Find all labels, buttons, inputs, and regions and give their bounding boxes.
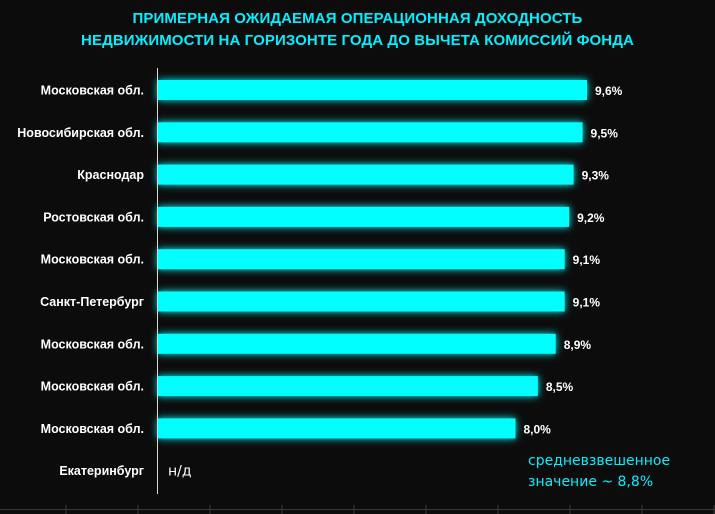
- category-label: Санкт-Петербург: [40, 295, 144, 309]
- value-label: 9,2%: [577, 211, 605, 225]
- chart-title-line-2: НЕДВИЖИМОСТИ НА ГОРИЗОНТЕ ГОДА ДО ВЫЧЕТА…: [81, 32, 634, 49]
- value-label: 8,0%: [524, 422, 552, 436]
- value-labels-group: 9,6% 9,5% 9,3% 9,2% 9,1% 9,1% 8,9% 8,5% 8,0% н/д: [168, 84, 623, 480]
- chart-title: ПРИМЕРНАЯ ОЖИДАЕМАЯ ОПЕРАЦИОННАЯ ДОХОДНО…: [0, 8, 715, 52]
- value-label: 9,3%: [582, 169, 610, 183]
- weighted-average-note-line-2: значение ~ 8,8%: [528, 474, 654, 490]
- x-ticks-group: [65, 505, 715, 514]
- bars-group: [158, 80, 587, 439]
- category-label: Московская обл.: [41, 422, 144, 436]
- bar: [158, 206, 570, 227]
- category-labels-group: Московская обл. Новосибирская обл. Краснод…: [17, 84, 144, 479]
- category-label: Екатеринбург: [59, 464, 144, 478]
- value-label: 9,5%: [591, 126, 619, 140]
- category-label: Московская обл.: [41, 253, 144, 267]
- bar: [158, 291, 565, 312]
- category-label: Московская обл.: [41, 337, 144, 351]
- category-label: Новосибирская обл.: [17, 126, 144, 140]
- no-data-label: н/д: [168, 464, 192, 480]
- bar: [158, 122, 583, 143]
- chart-title-line-1: ПРИМЕРНАЯ ОЖИДАЕМАЯ ОПЕРАЦИОННАЯ ДОХОДНО…: [132, 10, 583, 27]
- value-label: 8,5%: [546, 380, 574, 394]
- bar: [158, 164, 574, 185]
- bar: [158, 249, 565, 270]
- bar: [158, 418, 516, 439]
- value-label: 9,1%: [573, 296, 601, 310]
- bar: [158, 333, 556, 354]
- weighted-average-note: средневзвешенное значение ~ 8,8%: [528, 451, 670, 493]
- value-label: 9,6%: [595, 84, 623, 98]
- bar: [158, 80, 587, 100]
- value-label: 8,9%: [564, 338, 592, 352]
- value-label: 9,1%: [573, 253, 601, 267]
- category-label: Московская обл.: [41, 380, 144, 394]
- weighted-average-note-line-1: средневзвешенное: [528, 453, 671, 469]
- category-label: Ростовская обл.: [43, 210, 144, 224]
- category-label: Краснодар: [77, 168, 144, 182]
- category-label: Московская обл.: [41, 84, 144, 98]
- bar: [158, 376, 538, 397]
